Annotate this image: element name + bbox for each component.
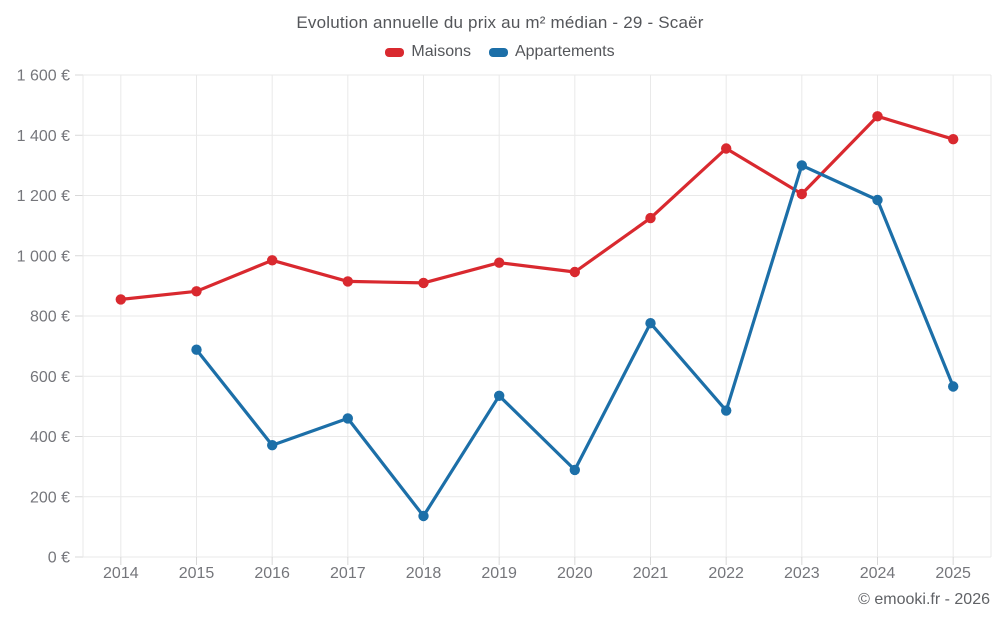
- data-point-maisons-2015[interactable]: [191, 286, 202, 297]
- data-point-maisons-2025[interactable]: [948, 134, 959, 145]
- copyright-credit: © emooki.fr - 2026: [858, 591, 990, 608]
- legend-label-appartements: Appartements: [514, 43, 615, 60]
- legend-label-maisons: Maisons: [411, 43, 471, 60]
- data-point-appartements-2023[interactable]: [796, 160, 807, 171]
- x-tick-label: 2020: [557, 565, 593, 582]
- x-tick-label: 2023: [784, 565, 820, 582]
- data-point-maisons-2022[interactable]: [721, 143, 732, 154]
- data-point-appartements-2024[interactable]: [872, 194, 883, 206]
- x-tick-label: 2019: [481, 565, 517, 582]
- appartements-color-swatch-icon: [488, 47, 508, 57]
- data-point-maisons-2023[interactable]: [796, 188, 807, 200]
- x-tick-label: 2015: [179, 565, 215, 582]
- data-point-maisons-2024[interactable]: [872, 111, 883, 122]
- legend-item-maisons[interactable]: Maisons: [385, 43, 471, 61]
- x-tick-label: 2014: [103, 565, 139, 582]
- x-tick-label: 2022: [708, 565, 744, 582]
- series-line-maisons: [119, 114, 955, 301]
- x-tick-label: 2016: [254, 565, 290, 582]
- data-point-appartements-2016[interactable]: [267, 440, 278, 451]
- data-point-appartements-2015[interactable]: [191, 344, 202, 355]
- y-tick-label: 200 €: [30, 489, 70, 506]
- data-point-appartements-2020[interactable]: [569, 464, 580, 476]
- chart-legend: Maisons Appartements: [0, 43, 1000, 61]
- data-point-appartements-2025[interactable]: [948, 381, 959, 392]
- data-point-appartements-2019[interactable]: [494, 390, 505, 401]
- y-tick-label: 1 200 €: [17, 188, 70, 205]
- y-tick-label: 600 €: [30, 369, 70, 386]
- y-tick-label: 800 €: [30, 309, 70, 326]
- data-point-maisons-2014[interactable]: [115, 294, 127, 305]
- data-point-maisons-2016[interactable]: [267, 255, 278, 266]
- maisons-color-swatch-icon: [385, 47, 405, 57]
- data-point-appartements-2021[interactable]: [645, 318, 656, 329]
- data-point-maisons-2017[interactable]: [342, 276, 353, 287]
- data-point-maisons-2020[interactable]: [569, 266, 580, 278]
- x-tick-label: 2017: [330, 565, 366, 582]
- legend-item-appartements[interactable]: Appartements: [488, 43, 615, 61]
- data-point-maisons-2021[interactable]: [645, 212, 656, 224]
- y-tick-label: 1 000 €: [17, 248, 70, 265]
- data-point-appartements-2018[interactable]: [418, 510, 429, 522]
- x-tick-label: 2024: [860, 565, 896, 582]
- y-tick-label: 1 400 €: [17, 128, 70, 145]
- y-tick-label: 400 €: [30, 429, 70, 446]
- data-point-maisons-2018[interactable]: [418, 277, 429, 289]
- y-tick-label: 1 600 €: [17, 68, 70, 85]
- data-point-maisons-2019[interactable]: [494, 257, 505, 268]
- x-tick-label: 2018: [406, 565, 442, 582]
- x-tick-label: 2025: [935, 565, 971, 582]
- data-point-appartements-2017[interactable]: [342, 413, 353, 424]
- data-point-appartements-2022[interactable]: [721, 405, 732, 416]
- y-tick-label: 0 €: [48, 550, 70, 567]
- x-tick-label: 2021: [633, 565, 669, 582]
- chart-title: Evolution annuelle du prix au m² médian …: [296, 13, 704, 32]
